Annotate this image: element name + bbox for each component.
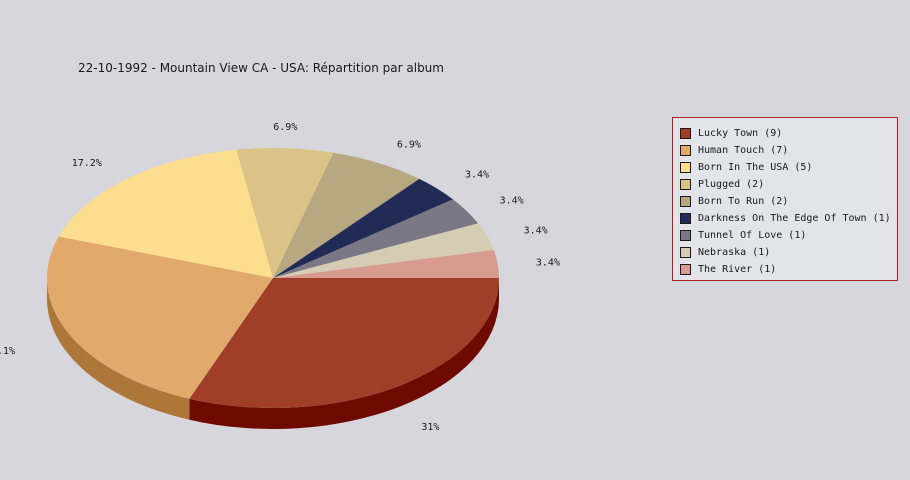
- legend-item-darkness-on-the-edge-of-town: Darkness On The Edge Of Town (1): [680, 210, 897, 227]
- legend-label: Plugged (2): [698, 179, 765, 190]
- legend-swatch: [680, 179, 691, 190]
- legend-label: Lucky Town (9): [698, 128, 783, 139]
- legend-label: Human Touch (7): [698, 145, 789, 156]
- legend-label: Born In The USA (5): [698, 162, 813, 173]
- legend-label: Darkness On The Edge Of Town (1): [698, 213, 891, 224]
- pie-slice-human-touch: [46, 236, 273, 399]
- pie-label-born-in-the-usa: 17.2%: [72, 158, 102, 169]
- pie-slice-plugged: [236, 148, 334, 278]
- pie-slice-born-in-the-usa: [58, 149, 273, 278]
- legend-label: Tunnel Of Love (1): [698, 230, 807, 241]
- pie-label-human-touch: 24.1%: [0, 346, 15, 357]
- pie-slice-lucky-town: [189, 278, 500, 408]
- chart-legend: Lucky Town (9) Human Touch (7) Born In The…: [672, 117, 898, 281]
- pie-slice-the-river: [273, 250, 499, 278]
- legend-item-the-river: The River (1): [680, 261, 897, 278]
- pie-slice-born-to-run: [273, 152, 420, 278]
- legend-swatch: [680, 162, 691, 173]
- pie-label-the-river: 3.4%: [536, 258, 560, 269]
- legend-label: Born To Run (2): [698, 196, 789, 207]
- pie-slice-darkness-on-the-edge-of-town: [273, 178, 453, 278]
- pie-slice-nebraska: [273, 223, 494, 278]
- pie-percent-labels: 31% 24.1% 17.2% 6.9% 6.9% 3.4% 3.4% 3.4% 3.4%: [0, 122, 560, 433]
- legend-item-born-in-the-usa: Born In The USA (5): [680, 159, 897, 176]
- legend-item-plugged: Plugged (2): [680, 176, 897, 193]
- pie-label-born-to-run: 6.9%: [397, 140, 421, 151]
- pie-slice-tunnel-of-love: [273, 199, 479, 278]
- pie-label-lucky-town: 31%: [421, 422, 439, 433]
- legend-swatch: [680, 145, 691, 156]
- pie-side-lucky-town: [189, 278, 500, 429]
- legend-swatch: [680, 128, 691, 139]
- legend-label: The River (1): [698, 264, 777, 275]
- legend-item-lucky-town: Lucky Town (9): [680, 125, 897, 142]
- legend-swatch: [680, 196, 691, 207]
- pie-slices: [46, 148, 500, 408]
- legend-swatch: [680, 247, 691, 258]
- pie-label-darkness-on-the-edge-of-town: 3.4%: [465, 169, 489, 180]
- legend-item-tunnel-of-love: Tunnel Of Love (1): [680, 227, 897, 244]
- pie-depth-sides: [47, 278, 500, 429]
- legend-label: Nebraska (1): [698, 247, 771, 258]
- legend-swatch: [680, 213, 691, 224]
- pie-label-plugged: 6.9%: [273, 122, 297, 133]
- pie-side-human-touch: [47, 278, 190, 420]
- pie-label-nebraska: 3.4%: [524, 225, 548, 236]
- legend-item-nebraska: Nebraska (1): [680, 244, 897, 261]
- pie-label-tunnel-of-love: 3.4%: [500, 196, 524, 207]
- chart-title: 22-10-1992 - Mountain View CA - USA: Rép…: [78, 61, 444, 75]
- legend-swatch: [680, 264, 691, 275]
- legend-item-born-to-run: Born To Run (2): [680, 193, 897, 210]
- legend-item-human-touch: Human Touch (7): [680, 142, 897, 159]
- legend-swatch: [680, 230, 691, 241]
